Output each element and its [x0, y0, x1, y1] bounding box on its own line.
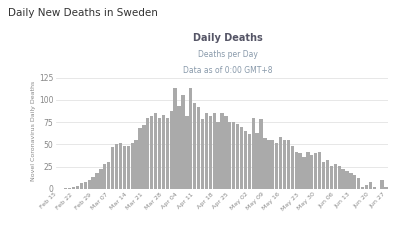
- Bar: [334, 164, 337, 189]
- Bar: [181, 95, 185, 189]
- Bar: [99, 169, 102, 189]
- Bar: [76, 186, 79, 189]
- Bar: [146, 118, 150, 189]
- Bar: [92, 176, 95, 189]
- Text: Data as of 0:00 GMT+8: Data as of 0:00 GMT+8: [183, 66, 273, 75]
- Bar: [68, 188, 71, 189]
- Bar: [244, 131, 247, 189]
- Bar: [345, 171, 349, 189]
- Bar: [185, 116, 188, 189]
- Bar: [84, 182, 87, 189]
- Bar: [220, 113, 224, 189]
- Bar: [318, 151, 321, 189]
- Bar: [369, 182, 372, 189]
- Bar: [310, 155, 314, 189]
- Bar: [232, 122, 235, 189]
- Bar: [275, 143, 278, 189]
- Bar: [64, 188, 68, 189]
- Bar: [384, 187, 388, 189]
- Bar: [306, 151, 310, 189]
- Text: Daily New Deaths in Sweden: Daily New Deaths in Sweden: [8, 8, 158, 18]
- Bar: [209, 116, 212, 189]
- Bar: [302, 157, 306, 189]
- Bar: [224, 116, 228, 189]
- Bar: [107, 162, 110, 189]
- Bar: [236, 124, 239, 189]
- Bar: [287, 140, 290, 189]
- Bar: [252, 118, 255, 189]
- Bar: [88, 180, 91, 189]
- Bar: [162, 115, 165, 189]
- Bar: [228, 122, 232, 189]
- Text: Deaths per Day: Deaths per Day: [198, 50, 258, 59]
- Bar: [216, 122, 220, 189]
- Bar: [205, 113, 208, 189]
- Bar: [72, 187, 75, 189]
- Bar: [103, 164, 106, 189]
- Bar: [357, 178, 360, 189]
- Bar: [134, 140, 138, 189]
- Bar: [126, 146, 130, 189]
- Bar: [201, 119, 204, 189]
- Bar: [322, 162, 325, 189]
- Bar: [115, 144, 118, 189]
- Bar: [349, 173, 352, 189]
- Bar: [283, 140, 286, 189]
- Bar: [80, 183, 83, 189]
- Bar: [212, 113, 216, 189]
- Bar: [111, 147, 114, 189]
- Bar: [189, 88, 192, 189]
- Bar: [330, 166, 333, 189]
- Bar: [338, 166, 341, 189]
- Text: Daily Deaths: Daily Deaths: [193, 33, 263, 43]
- Bar: [174, 88, 177, 189]
- Bar: [158, 118, 161, 189]
- Bar: [259, 119, 263, 189]
- Bar: [256, 133, 259, 189]
- Bar: [193, 103, 196, 189]
- Bar: [119, 143, 122, 189]
- Bar: [197, 107, 200, 189]
- Bar: [130, 143, 134, 189]
- Bar: [365, 184, 368, 189]
- Bar: [314, 153, 318, 189]
- Bar: [177, 106, 181, 189]
- Bar: [263, 138, 267, 189]
- Bar: [291, 146, 294, 189]
- Bar: [279, 137, 282, 189]
- Bar: [353, 175, 356, 189]
- Bar: [154, 113, 157, 189]
- Bar: [361, 187, 364, 189]
- Bar: [123, 146, 126, 189]
- Bar: [248, 134, 251, 189]
- Bar: [294, 151, 298, 189]
- Bar: [142, 125, 146, 189]
- Bar: [170, 111, 173, 189]
- Bar: [271, 140, 274, 189]
- Bar: [138, 128, 142, 189]
- Bar: [373, 187, 376, 189]
- Bar: [95, 173, 99, 189]
- Bar: [298, 153, 302, 189]
- Bar: [240, 127, 243, 189]
- Y-axis label: Novel Coronavirus Daily Deaths: Novel Coronavirus Daily Deaths: [31, 81, 36, 181]
- Bar: [380, 180, 384, 189]
- Bar: [267, 140, 270, 189]
- Bar: [166, 118, 169, 189]
- Bar: [150, 116, 153, 189]
- Bar: [342, 169, 345, 189]
- Bar: [326, 161, 329, 189]
